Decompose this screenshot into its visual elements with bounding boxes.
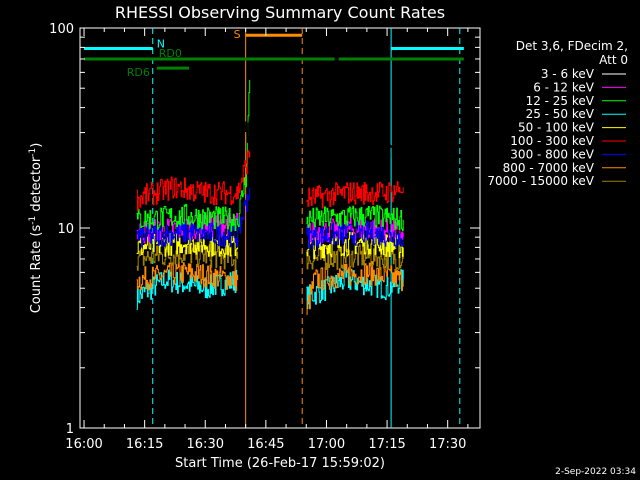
flag-label-n: N (157, 37, 165, 50)
series-50-100-kev-segment-0 (136, 231, 239, 258)
y-axis-label-sup2: -1 (28, 148, 38, 157)
x-axis-label: Start Time (26-Feb-17 15:59:02) (175, 456, 385, 471)
y-ticks-layer: 1 10 100 (49, 22, 480, 437)
legend-label-25-50-kev: 25 - 50 keV (526, 107, 595, 121)
y-tick-label-100: 100 (49, 22, 74, 37)
series-12-25-kev-segment-1 (306, 204, 404, 232)
series-800-7000-kev-segment-1 (306, 261, 404, 315)
legend-label-7000-15000-kev: 7000 - 15000 keV (487, 174, 594, 188)
legend-header-line-1: Det 3,6, FDecim 2, (516, 39, 628, 53)
series-100-300-kev-segment-1 (306, 181, 404, 209)
series-25-50-kev-segment-0 (136, 269, 239, 310)
series-3-6-kev-segment-0 (132, 119, 251, 160)
series-25-50-kev-segment-1 (306, 268, 404, 309)
x-tick-label-1615: 16:15 (126, 437, 163, 452)
flag-label-s: S (234, 28, 241, 41)
x-tick-label-1630: 16:30 (187, 437, 224, 452)
flag-label-rd6: RD6 (127, 66, 150, 79)
vertical-markers-layer (152, 28, 461, 428)
legend-label-300-800-kev: 300 - 800 keV (510, 147, 594, 161)
legend-label-6-12-kev: 6 - 12 keV (533, 80, 595, 94)
y-tick-label-1: 1 (66, 422, 74, 437)
series-7000-15000-kev-segment-0 (136, 241, 239, 271)
series-300-800-kev-segment-1 (306, 220, 404, 250)
series-12-25-kev-segment-0 (136, 79, 251, 232)
series-100-300-kev-segment-0 (136, 150, 251, 211)
y-axis-label-sup: -1 (28, 216, 38, 225)
y-axis-label: Count Rate (s-1 detector-1) (28, 143, 44, 314)
x-tick-label-1600: 16:00 (65, 437, 102, 452)
series-800-7000-kev-segment-0 (136, 262, 239, 291)
legend-label-12-25-kev: 12 - 25 keV (526, 94, 595, 108)
series-3-6-kev-segment-1 (306, 127, 404, 159)
legend-header-line-2: Att 0 (599, 53, 628, 67)
date-stamp: 2-Sep-2022 03:34 (555, 467, 636, 477)
flag-bars-layer: N S RD0 RD6 (84, 28, 464, 79)
series-6-12-kev-segment-1 (306, 217, 404, 244)
y-axis-label-main: Count Rate (s (29, 225, 44, 314)
legend-label-3-6-kev: 3 - 6 keV (541, 67, 595, 81)
y-tick-label-10: 10 (57, 222, 74, 237)
x-tick-label-1645: 16:45 (247, 437, 284, 452)
x-tick-label-1700: 17:00 (308, 437, 345, 452)
legend-label-800-7000-kev: 800 - 7000 keV (503, 161, 595, 175)
chart-title: RHESSI Observing Summary Count Rates (115, 3, 445, 22)
x-ticks-layer: 16:00 16:15 16:30 16:45 17:00 17:15 17:30 (65, 28, 469, 452)
flag-label-rd0: RD0 (159, 47, 182, 60)
x-tick-label-1715: 17:15 (368, 437, 405, 452)
y-axis-label-tail: detector (29, 156, 44, 216)
legend-label-50-100-kev: 50 - 100 keV (518, 121, 595, 135)
series-layer (132, 79, 404, 315)
x-tick-label-1730: 17:30 (429, 437, 466, 452)
legend-label-100-300-kev: 100 - 300 keV (510, 134, 594, 148)
y-axis-label-close: ) (29, 143, 44, 148)
